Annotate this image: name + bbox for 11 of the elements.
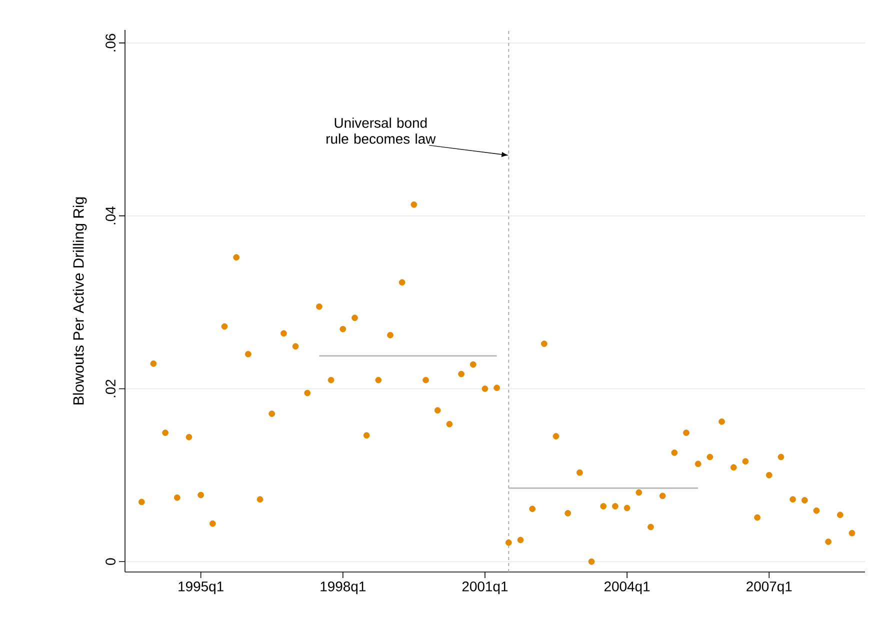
x-tick-label: 1998q1	[320, 581, 366, 594]
x-tick-label: 2001q1	[462, 581, 508, 594]
x-tick-label: 2007q1	[746, 581, 792, 594]
y-tick-label: 0	[106, 558, 116, 565]
x-tick-label: 2004q1	[604, 581, 650, 594]
annotation: Universal bond rule becomes law	[326, 118, 436, 144]
x-tick-label: 1995q1	[178, 581, 224, 594]
y-tick-label: .02	[106, 380, 116, 398]
y-tick-label: .04	[106, 206, 116, 224]
y-tick-label: .06	[106, 34, 116, 52]
y-axis-title: Blowouts Per Active Drilling Rig	[72, 197, 87, 404]
